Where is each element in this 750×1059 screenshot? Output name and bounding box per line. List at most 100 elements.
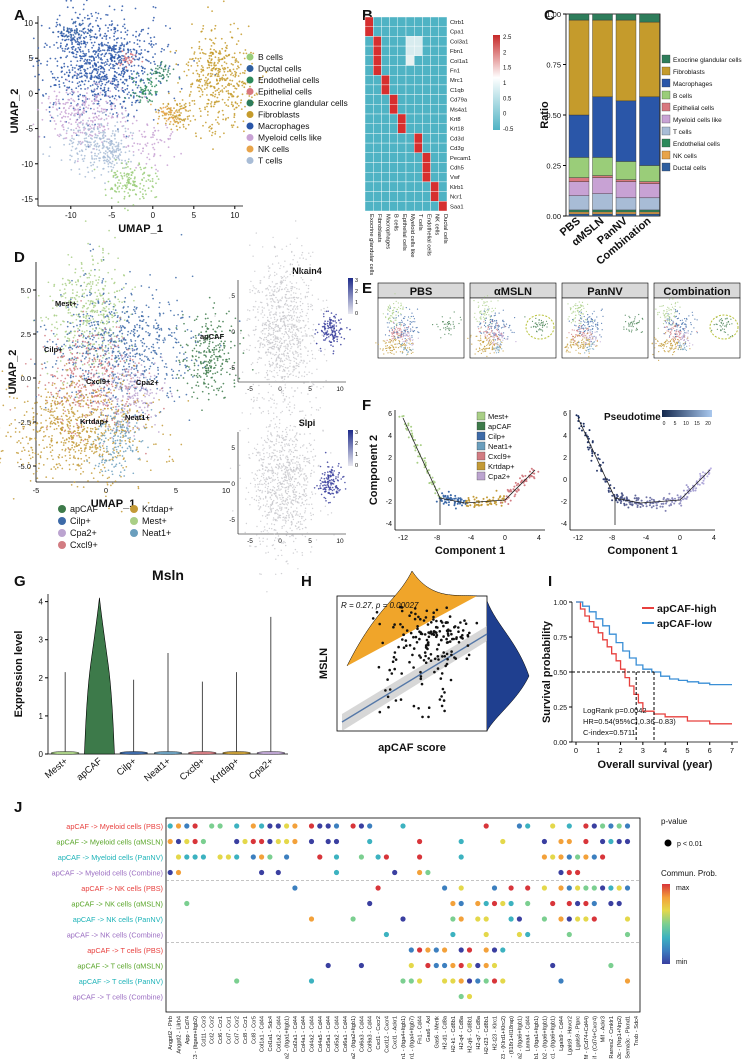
heatmap-cell: [381, 36, 390, 47]
umap-point: [81, 19, 84, 22]
umap-point: [141, 96, 144, 99]
umap-point: [177, 82, 179, 84]
umap-point: [94, 291, 97, 294]
umap-point: [25, 411, 28, 413]
legend-item: Myeloid cells like: [673, 117, 722, 124]
umap-point: [104, 32, 107, 35]
umap-point: [158, 66, 161, 69]
umap-point: [75, 56, 78, 59]
umap-point: [161, 73, 164, 76]
heatmap-cell: [422, 142, 431, 154]
umap-point: [46, 401, 49, 404]
umap-point: [72, 336, 75, 339]
umap-point: [68, 71, 71, 74]
umap-point: [128, 195, 131, 198]
umap-point: [117, 37, 119, 40]
umap-point: [96, 353, 99, 355]
umap-point: [152, 72, 155, 75]
umap-point: [52, 477, 54, 480]
umap-point: [139, 143, 141, 146]
umap-point: [121, 358, 124, 360]
umap-point: [104, 24, 107, 27]
umap-point: [106, 332, 108, 334]
umap-point: [110, 170, 113, 173]
umap-point: [190, 83, 192, 86]
umap-point: [88, 461, 91, 464]
umap-point: [120, 9, 123, 12]
umap-point: [213, 61, 216, 64]
umap-point: [90, 41, 93, 44]
umap-point: [64, 410, 66, 413]
umap-point: [122, 306, 125, 308]
umap-point: [84, 46, 87, 48]
heatmap-cell: [397, 113, 407, 124]
umap-point: [169, 386, 172, 389]
umap-point: [121, 113, 124, 116]
umap-point: [90, 348, 93, 350]
heatmap-cell: [373, 123, 382, 134]
heatmap-cell: [414, 55, 423, 66]
umap-point: [91, 71, 94, 74]
umap-point: [67, 93, 69, 96]
umap-point: [68, 463, 71, 466]
umap-point: [54, 57, 57, 60]
umap-point: [118, 185, 121, 188]
heatmap-cell: [364, 94, 374, 105]
umap-point: [124, 326, 126, 329]
umap-point: [94, 75, 97, 77]
umap-point: [76, 38, 79, 41]
heatmap-cell: [389, 191, 399, 202]
umap-point: [77, 129, 80, 132]
umap-point: [143, 360, 145, 363]
umap-point: [110, 59, 113, 61]
umap-point: [72, 425, 75, 428]
umap-point: [72, 463, 75, 466]
umap-point: [103, 70, 106, 73]
bar-segment: [568, 195, 590, 211]
umap-point: [140, 91, 142, 93]
umap-point: [124, 297, 127, 299]
umap-point: [152, 44, 155, 46]
umap-point: [126, 93, 129, 96]
umap-point: [64, 345, 67, 347]
umap-point: [169, 27, 172, 30]
umap-point: [119, 330, 121, 333]
umap-point: [89, 107, 92, 110]
umap-point: [79, 108, 81, 111]
umap-point: [145, 180, 148, 183]
umap-point: [83, 83, 86, 86]
umap-point: [131, 137, 134, 140]
umap-point: [102, 388, 105, 390]
umap-point: [217, 82, 219, 85]
umap-point: [177, 122, 180, 125]
umap-point: [50, 116, 53, 119]
heatmap-cell: [364, 65, 374, 76]
umap-point: [116, 186, 119, 189]
umap-point: [149, 72, 152, 74]
umap-point: [99, 73, 101, 75]
umap-point: [77, 313, 80, 316]
umap-point: [99, 34, 102, 37]
bar-segment: [592, 209, 613, 213]
umap-point: [99, 91, 102, 94]
umap-point: [142, 79, 145, 82]
umap-point: [43, 136, 46, 138]
legend-item: Epithelial cells: [258, 87, 312, 97]
umap-point: [146, 50, 149, 53]
umap-point: [200, 137, 202, 140]
umap-point: [232, 74, 235, 77]
legend-swatch: [246, 76, 254, 84]
umap-point: [82, 310, 85, 313]
umap-point: [196, 64, 199, 67]
umap-point: [74, 340, 77, 342]
umap-point: [65, 91, 68, 94]
umap-point: [40, 407, 43, 410]
umap-point: [123, 23, 126, 26]
heatmap-cell: [430, 65, 440, 76]
umap-point: [112, 332, 115, 334]
umap-point: [86, 14, 89, 17]
umap-point: [158, 75, 161, 77]
umap-point: [79, 46, 82, 48]
umap-point: [183, 119, 186, 122]
umap-point: [116, 63, 119, 66]
